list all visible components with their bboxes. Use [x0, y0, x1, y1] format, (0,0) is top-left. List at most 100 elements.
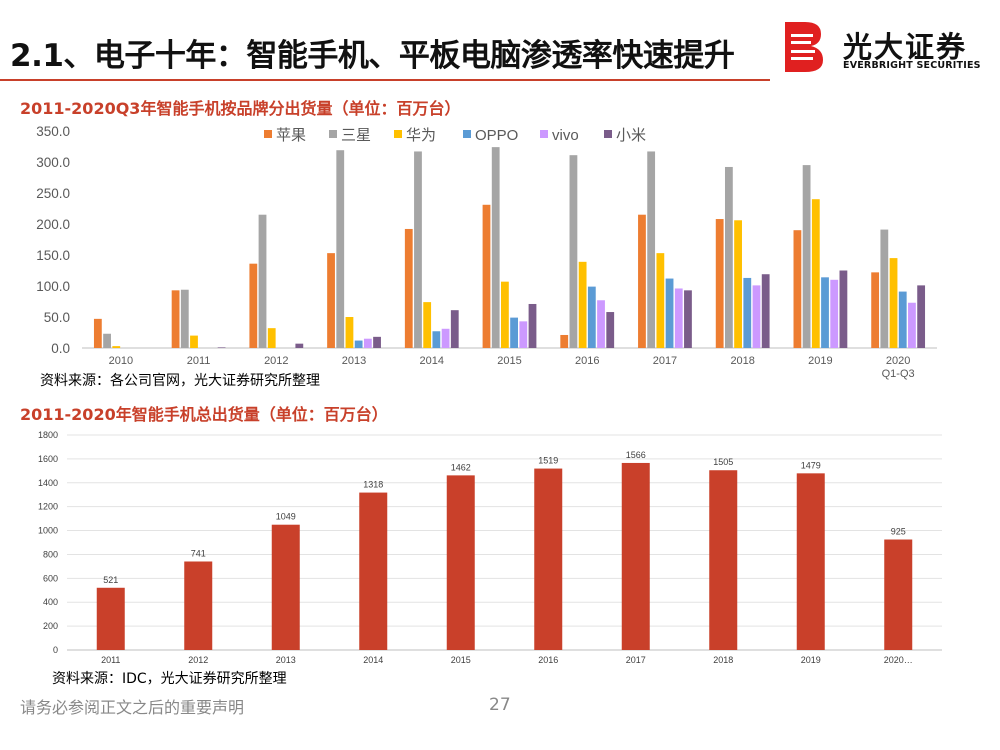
- bar-华为-2015: [501, 281, 509, 348]
- bar-小米-2015: [528, 303, 537, 348]
- bar-小米-2019: [839, 270, 848, 348]
- x-tick-label: 2019: [801, 655, 821, 665]
- bar-小米-2016: [606, 312, 615, 348]
- bar-小米-2011: [217, 347, 226, 348]
- y-tick-label: 1000: [38, 526, 58, 536]
- data-label: 1505: [713, 457, 733, 467]
- bar-华为-2011: [190, 335, 198, 348]
- bar-华为-2016: [578, 261, 587, 348]
- y-tick-label: 1800: [38, 430, 58, 440]
- y-tick-label: 800: [43, 549, 58, 559]
- x-tick-label: 2015: [451, 655, 471, 665]
- bar-OPPO-2016: [587, 286, 596, 348]
- bar-苹果-2018: [715, 219, 724, 348]
- bar-三星-2011: [180, 289, 189, 348]
- y-tick-label: 600: [43, 573, 58, 583]
- y-tick-label: 150.0: [36, 248, 70, 263]
- bar-OPPO-2019: [821, 277, 829, 348]
- bar-苹果-2017: [638, 214, 646, 348]
- bar-total-2019: [796, 473, 825, 650]
- bar-vivo-2020 Q1-Q3: [908, 302, 916, 348]
- bar-OPPO-2017: [665, 278, 674, 348]
- x-tick-label: 2016: [575, 355, 599, 367]
- bar-华为-2019: [811, 199, 820, 348]
- bar-小米-2012: [295, 343, 304, 348]
- bar-华为-2017: [656, 253, 665, 348]
- bar-total-2018: [709, 470, 738, 650]
- x-tick-label: 2014: [420, 355, 444, 367]
- x-tick-label: 2018: [730, 355, 754, 367]
- bar-三星-2014: [414, 151, 422, 348]
- bar-三星-2015: [491, 147, 500, 348]
- bar-苹果-2012: [249, 263, 258, 348]
- bar-OPPO-2014: [432, 331, 441, 348]
- legend-label: 苹果: [276, 127, 306, 144]
- bar-小米-2017: [684, 290, 692, 348]
- bar-total-2020…: [884, 539, 913, 650]
- bar-三星-2019: [802, 165, 811, 348]
- disclaimer-note: 请务必参阅正文之后的重要声明: [20, 698, 245, 717]
- x-tick-label: Q1-Q3: [882, 368, 915, 380]
- section2-source: 资料来源：IDC，光大证券研究所整理: [52, 671, 287, 687]
- data-label: 925: [891, 527, 906, 537]
- legend-label: OPPO: [475, 127, 518, 144]
- bar-小米-2018: [761, 274, 770, 348]
- logo-chinese-name: 光大证券: [843, 30, 968, 64]
- bar-苹果-2011: [171, 290, 180, 348]
- bar-苹果-2016: [560, 334, 569, 348]
- bar-total-2017: [621, 462, 650, 650]
- legend-label: 小米: [616, 127, 646, 144]
- bar-苹果-2014: [404, 228, 413, 348]
- legend-label: 三星: [341, 127, 371, 144]
- bar-华为-2018: [734, 220, 742, 348]
- bar-华为-2010: [112, 346, 121, 348]
- data-label: 1479: [801, 460, 821, 470]
- y-tick-label: 1400: [38, 478, 58, 488]
- x-tick-label: 2020: [886, 355, 910, 367]
- bar-华为-2012: [267, 328, 276, 348]
- section2-title: 2011-2020年智能手机总出货量（单位：百万台）: [20, 405, 388, 424]
- bar-苹果-2020 Q1-Q3: [871, 272, 880, 348]
- x-tick-label: 2010: [109, 355, 133, 367]
- x-tick-label: 2017: [626, 655, 646, 665]
- x-tick-label: 2016: [538, 655, 558, 665]
- brand-shipments-chart: 0.0 50.0 100.0 150.0 200.0 250.0 300.0 350.0 201…: [36, 124, 937, 380]
- x-tick-label: 2018: [713, 655, 733, 665]
- y-tick-label: 200.0: [36, 217, 70, 232]
- legend-swatch-小米: [604, 130, 612, 138]
- x-tick-label: 2017: [653, 355, 677, 367]
- x-tick-label: 2011: [187, 355, 211, 367]
- bar-华为-2014: [423, 302, 432, 348]
- y-tick-label: 50.0: [44, 310, 70, 325]
- bar-vivo-2019: [830, 279, 839, 348]
- company-logo: 光大证券 EVERBRIGHT SECURITIES: [783, 20, 998, 76]
- bar-total-2011: [96, 587, 125, 650]
- data-label: 741: [191, 548, 206, 558]
- y-tick-label: 100.0: [36, 279, 70, 294]
- bar-total-2012: [184, 561, 213, 650]
- data-label: 1049: [276, 512, 296, 522]
- bar-小米-2013: [373, 336, 381, 348]
- bar-vivo-2014: [441, 328, 450, 348]
- bar-三星-2010: [103, 333, 111, 348]
- y-tick-label: 250.0: [36, 186, 70, 201]
- bar-vivo-2017: [674, 288, 683, 348]
- data-label: 1566: [626, 450, 646, 460]
- bar-苹果-2019: [793, 230, 802, 348]
- bar-三星-2016: [569, 155, 578, 348]
- bar-total-2013: [271, 524, 300, 650]
- bar-OPPO-2018: [743, 277, 752, 348]
- bar-vivo-2015: [519, 321, 528, 348]
- x-tick-label: 2012: [188, 655, 208, 665]
- x-tick-label: 2015: [497, 355, 521, 367]
- legend-swatch-OPPO: [463, 130, 471, 138]
- bar-三星-2017: [647, 151, 656, 348]
- bar-三星-2012: [258, 214, 267, 348]
- bar-苹果-2015: [482, 204, 491, 348]
- bar-vivo-2013: [363, 338, 372, 348]
- bar-total-2014: [359, 492, 388, 650]
- bar-三星-2020 Q1-Q3: [880, 229, 889, 348]
- title-divider: [0, 79, 770, 81]
- bar-华为-2013: [345, 317, 354, 348]
- everbright-logo-icon: [785, 22, 823, 72]
